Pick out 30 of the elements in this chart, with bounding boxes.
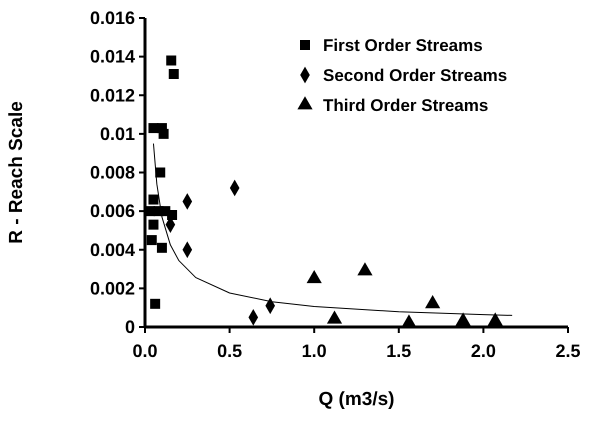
y-tick-label: 0.004 — [90, 240, 135, 260]
point — [166, 55, 176, 66]
y-tick-label: 0.006 — [90, 201, 135, 222]
point — [148, 220, 158, 230]
legend-label: Third Order Streams — [323, 96, 488, 115]
x-tick-label: 1.5 — [386, 341, 412, 361]
x-tick-label: 1.0 — [302, 341, 327, 361]
point — [156, 242, 167, 253]
legend-label: Second Order Streams — [323, 66, 508, 85]
y-tick-label: 0.01 — [100, 124, 135, 144]
y-tick-label: 0.014 — [90, 46, 135, 67]
point — [158, 128, 169, 139]
x-axis-title: Q (m3/s) — [318, 389, 395, 410]
point — [155, 168, 166, 178]
x-tick-label: 2.0 — [470, 341, 496, 361]
point — [148, 194, 158, 205]
x-tick-label: 0.5 — [217, 341, 242, 361]
legend-label: First Order Streams — [323, 36, 483, 55]
y-tick-label: 0.016 — [90, 8, 135, 28]
point — [150, 298, 160, 309]
point — [167, 210, 178, 220]
y-tick-label: 0.002 — [90, 278, 135, 298]
y-axis-title: R - Reach Scale — [6, 101, 27, 244]
x-tick-label: 2.5 — [555, 341, 581, 361]
y-tick-label: 0 — [124, 317, 135, 337]
point — [146, 235, 157, 246]
y-tick-label: 0.012 — [90, 85, 135, 106]
point — [168, 69, 179, 80]
y-tick-label: 0.008 — [90, 162, 135, 182]
x-tick-label: 0.0 — [132, 341, 158, 361]
